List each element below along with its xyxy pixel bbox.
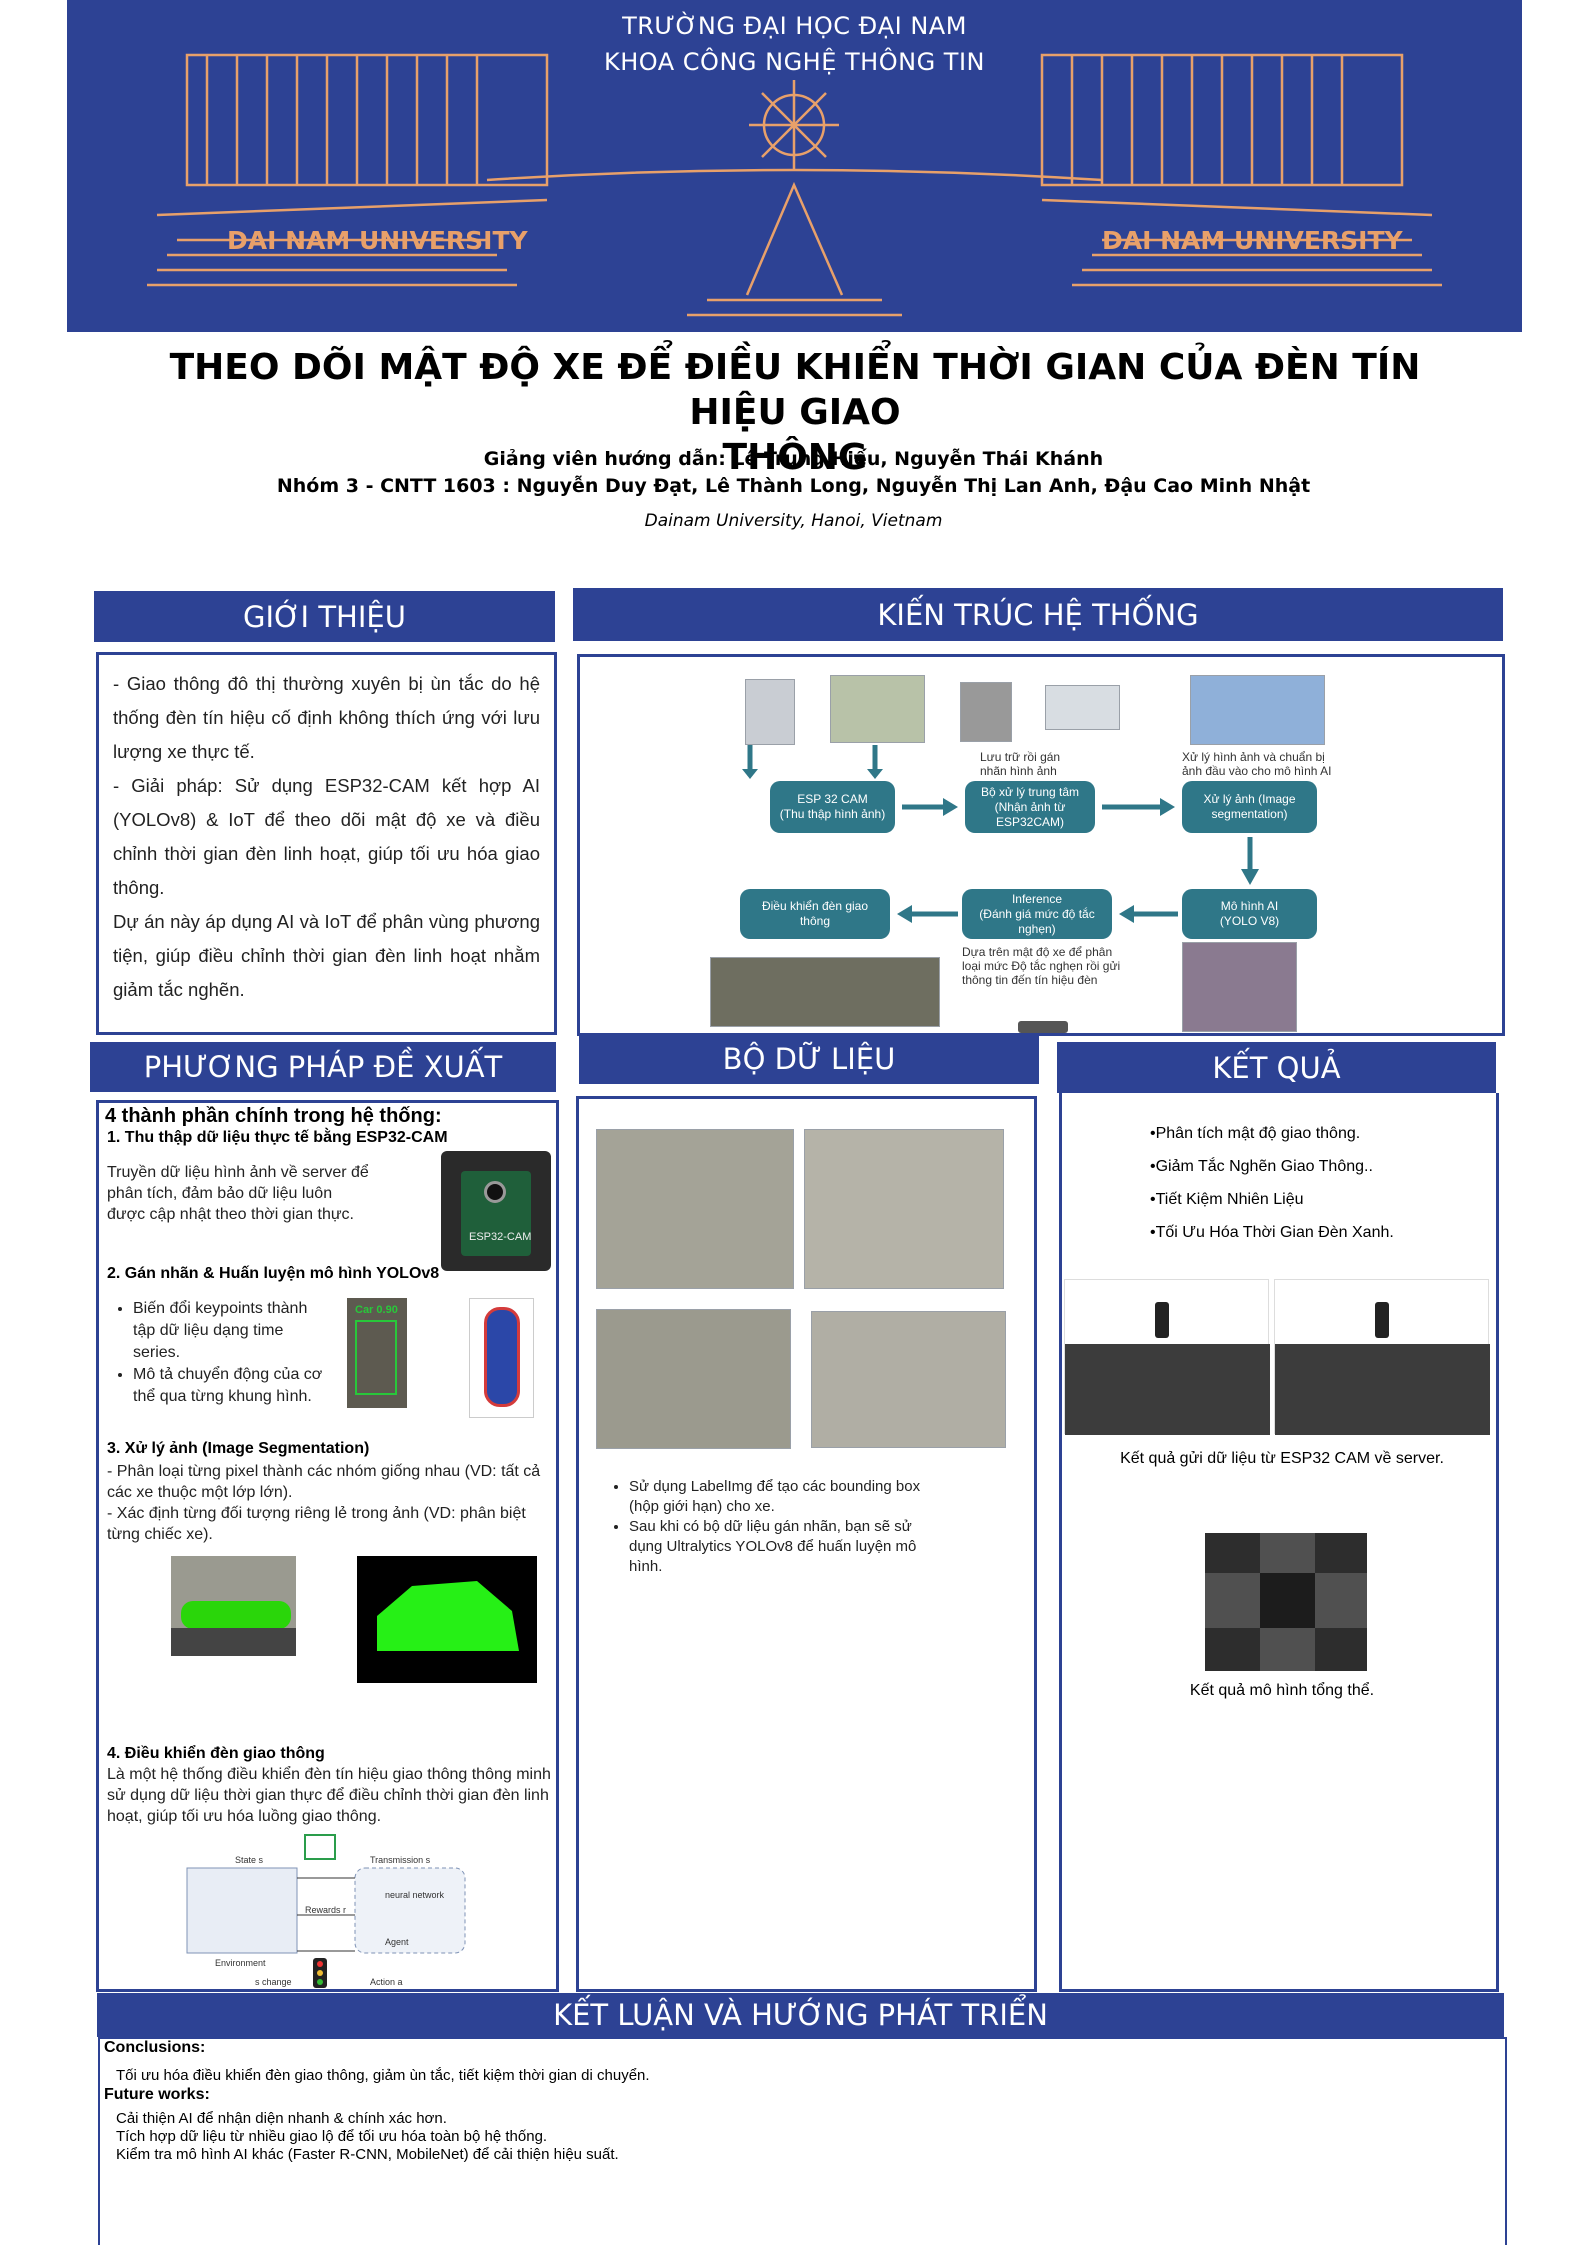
caption-process: Xử lý hình ảnh và chuẩn bị ảnh đầu vào c… xyxy=(1182,750,1332,778)
photo-model-overall xyxy=(1205,1533,1367,1671)
step3-text-2: - Xác định từng đối tượng riêng lẻ trong… xyxy=(107,1505,526,1543)
photo-server-result-1 xyxy=(1064,1279,1270,1435)
watermark-left: DAI NAM UNIVERSITY xyxy=(227,226,528,255)
dataset-bullet-2: Sau khi có bộ dữ liệu gán nhãn, bạn sẽ s… xyxy=(629,1517,947,1577)
photo-cars-grid xyxy=(830,675,925,743)
future-item-3: Kiểm tra mô hình AI khác (Faster R-CNN, … xyxy=(116,2146,619,2163)
conclusion-panel: Conclusions: Tối ưu hóa điều khiển đèn g… xyxy=(98,2037,1507,2245)
conclusions-text: Tối ưu hóa điều khiển đèn giao thông, gi… xyxy=(116,2067,650,2084)
result-item-1: •Phân tích mật độ giao thông. xyxy=(1150,1125,1361,1142)
watermark-right: DAI NAM UNIVERSITY xyxy=(1102,226,1403,255)
dataset-bullet-1: Sử dụng LabelImg để tạo các bounding box… xyxy=(629,1477,947,1517)
results-panel: •Phân tích mật độ giao thông. •Giảm Tắc … xyxy=(1059,1093,1499,1992)
flow-arrows xyxy=(742,745,1259,923)
faculty-name: KHOA CÔNG NGHỆ THÔNG TIN xyxy=(604,48,985,76)
affiliation: Dainam University, Hanoi, Vietnam xyxy=(644,511,943,531)
photo-server-result-2 xyxy=(1274,1279,1490,1435)
future-works-list: Cải thiện AI để nhận diện nhanh & chính … xyxy=(116,2110,619,2164)
title-line-2: THÔNG xyxy=(722,437,868,478)
rl-agent: Agent xyxy=(385,1937,409,1947)
photo-segmentation xyxy=(1190,675,1325,745)
method-heading: PHƯƠNG PHÁP ĐỀ XUẤT xyxy=(90,1042,556,1092)
esp-label: ESP32-CAM xyxy=(469,1231,532,1243)
dataset-list: Sử dụng LabelImg để tạo các bounding box… xyxy=(607,1477,947,1577)
dataset-panel: Sử dụng LabelImg để tạo các bounding box… xyxy=(576,1096,1037,1992)
rl-action: Action a xyxy=(370,1977,403,1987)
photo-detected-car: Car 0.90 xyxy=(347,1298,407,1408)
poster-title: THEO DÕI MẬT ĐỘ XE ĐỂ ĐIỀU KHIỂN THỜI GI… xyxy=(140,345,1450,480)
rl-environment: Environment xyxy=(215,1958,266,1968)
conclusion-heading: KẾT LUẬN VÀ HƯỚNG PHÁT TRIỂN xyxy=(97,1993,1504,2037)
intro-paragraph-3: Dự án này áp dụng AI và IoT để phân vùng… xyxy=(113,911,540,1000)
photo-traffic-scene xyxy=(710,957,940,1027)
step2-list: Biến đổi keypoints thành tập dữ liệu dạn… xyxy=(111,1298,326,1408)
step3-title: 3. Xử lý ảnh (Image Segmentation) xyxy=(107,1440,370,1457)
caption-density: Dựa trên mật độ xe để phân loại mức Độ t… xyxy=(962,945,1121,987)
future-item-2: Tích hợp dữ liệu từ nhiều giao lộ để tối… xyxy=(116,2128,548,2145)
intro-paragraph-2: - Giải pháp: Sử dụng ESP32-CAM kết hợp A… xyxy=(113,775,540,898)
step1-title: 1. Thu thập dữ liệu thực tế bằng ESP32-C… xyxy=(107,1129,448,1146)
future-item-1: Cải thiện AI để nhận diện nhanh & chính … xyxy=(116,2110,447,2127)
flow-traffic-control: Điều khiển đèn giao thông xyxy=(740,889,890,939)
result-item-2: •Giảm Tắc Nghẽn Giao Thông.. xyxy=(1150,1158,1373,1175)
conclusions-label: Conclusions: xyxy=(104,2039,206,2056)
car-mask-shape xyxy=(377,1581,519,1651)
rl-change: s change xyxy=(255,1977,292,1987)
dataset-grid-4 xyxy=(811,1311,1006,1448)
photo-car-detect xyxy=(960,682,1012,742)
photo-red-car xyxy=(1045,685,1120,730)
method-intro: 4 thành phần chính trong hệ thống: xyxy=(105,1105,442,1127)
photo-road-segmentation xyxy=(171,1556,296,1656)
photo-esp32-cam: ESP32-CAM xyxy=(441,1151,551,1271)
title-line-1: THEO DÕI MẬT ĐỘ XE ĐỂ ĐIỀU KHIỂN THỜI GI… xyxy=(169,347,1421,433)
intro-heading: GIỚI THIỆU xyxy=(94,591,555,642)
advisors: Giảng viên hướng dẫn: Lê Trung Hiếu, Ngu… xyxy=(483,448,1104,470)
future-works-label: Future works: xyxy=(104,2086,210,2103)
result-item-4: •Tối Ưu Hóa Thời Gian Đèn Xanh. xyxy=(1150,1224,1394,1241)
photo-race-car xyxy=(469,1298,534,1418)
flow-esp32-cam: ESP 32 CAM (Thu thập hình ảnh) xyxy=(770,781,895,833)
step4-text: Là một hệ thống điều khiển đèn tín hiệu … xyxy=(107,1766,551,1825)
group-members: Nhóm 3 - CNTT 1603 : Nguyễn Duy Đạt, Lê … xyxy=(276,475,1311,497)
architecture-panel: Lưu trữ rồi gán nhãn hình ảnh Xử lý hình… xyxy=(577,654,1505,1036)
campus-illustration xyxy=(147,53,1442,317)
intro-panel: - Giao thông đô thị thường xuyên bị ùn t… xyxy=(96,652,557,1035)
dataset-grid-2 xyxy=(804,1129,1004,1289)
dataset-heading: BỘ DỮ LIỆU xyxy=(579,1034,1039,1084)
result-item-3: •Tiết Kiệm Nhiên Liệu xyxy=(1150,1191,1304,1208)
rl-rewards: Rewards r xyxy=(305,1905,347,1915)
photo-training-grid xyxy=(1182,942,1297,1032)
rl-network: neural network xyxy=(385,1890,445,1900)
rl-diagram-lines xyxy=(186,1834,466,1988)
step2-bullet-2: Mô tả chuyển động của cơ thể qua từng kh… xyxy=(133,1364,326,1408)
chevron-down-icon[interactable] xyxy=(1018,1021,1068,1033)
result-caption-2: Kết quả mô hình tổng thể. xyxy=(1189,1682,1375,1699)
result-caption-1: Kết quả gửi dữ liệu từ ESP32 CAM về serv… xyxy=(1120,1450,1444,1467)
method-panel: 4 thành phần chính trong hệ thống: 1. Th… xyxy=(96,1100,559,1992)
results-heading: KẾT QUẢ xyxy=(1057,1042,1496,1093)
flow-inference: Inference (Đánh giá mức độ tắc nghẹn) xyxy=(962,889,1112,939)
flow-image-processing: Xử lý ảnh (Image segmentation) xyxy=(1182,781,1317,833)
step4-title: 4. Điều khiển đèn giao thông xyxy=(107,1745,325,1762)
caption-store: Lưu trữ rồi gán nhãn hình ảnh xyxy=(980,750,1061,778)
photo-cars-1 xyxy=(745,679,795,745)
step2-bullet-1: Biến đổi keypoints thành tập dữ liệu dạn… xyxy=(133,1298,326,1364)
flow-ai-model: Mô hình AI (YOLO V8) xyxy=(1182,889,1317,939)
rl-diagram: State s Transmission s Rewards r neural … xyxy=(185,1833,475,1991)
step1-text: Truyền dữ liệu hình ảnh về server để phâ… xyxy=(107,1164,369,1223)
results-list: •Phân tích mật độ giao thông. •Giảm Tắc … xyxy=(1150,1117,1394,1249)
step3-text-1: - Phân loại từng pixel thành các nhóm gi… xyxy=(107,1463,541,1501)
dataset-grid-1 xyxy=(596,1129,794,1289)
photo-car-mask xyxy=(357,1556,537,1683)
architecture-heading: KIẾN TRÚC HỆ THỐNG xyxy=(573,588,1503,641)
car-label: Car 0.90 xyxy=(355,1304,398,1316)
university-name: TRƯỜNG ĐẠI HỌC ĐẠI NAM xyxy=(622,12,967,40)
flow-central-processor: Bộ xử lý trung tâm (Nhận ảnh từ ESP32CAM… xyxy=(965,781,1095,833)
rl-transmission: Transmission s xyxy=(370,1855,431,1865)
step2-title: 2. Gán nhãn & Huấn luyện mô hình YOLOv8 xyxy=(107,1265,440,1282)
intro-paragraph-1: - Giao thông đô thị thường xuyên bị ùn t… xyxy=(113,673,540,762)
header-banner: TRƯỜNG ĐẠI HỌC ĐẠI NAM KHOA CÔNG NGHỆ TH… xyxy=(67,0,1522,332)
dataset-grid-3 xyxy=(596,1309,791,1449)
rl-state: State s xyxy=(235,1855,264,1865)
